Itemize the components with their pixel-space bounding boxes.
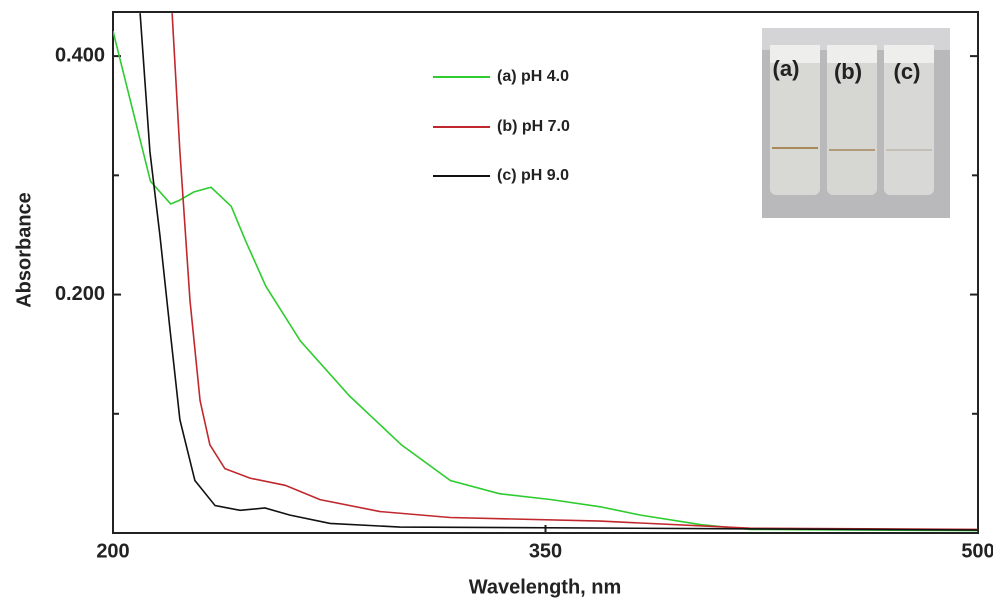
inset-label: (a): [773, 56, 800, 81]
x-axis-label: Wavelength, nm: [469, 576, 622, 598]
legend-label: (c) pH 9.0: [497, 167, 569, 184]
y-tick-label: 0.200: [55, 283, 105, 305]
data-line: [139, 13, 978, 531]
inset-label: (b): [834, 59, 862, 84]
data-line: [113, 30, 978, 532]
y-axis-label: Absorbance: [13, 192, 35, 308]
legend-label: (b) pH 7.0: [497, 118, 570, 135]
legend-label: (a) pH 4.0: [497, 68, 569, 85]
y-tick-label: 0.400: [55, 44, 105, 66]
x-tick-label: 350: [529, 540, 562, 562]
inset-label: (c): [894, 59, 921, 84]
x-tick-label: 200: [96, 540, 129, 562]
inset-photo: [762, 28, 950, 218]
data-line: [171, 13, 978, 531]
x-tick-label: 500: [961, 540, 993, 562]
